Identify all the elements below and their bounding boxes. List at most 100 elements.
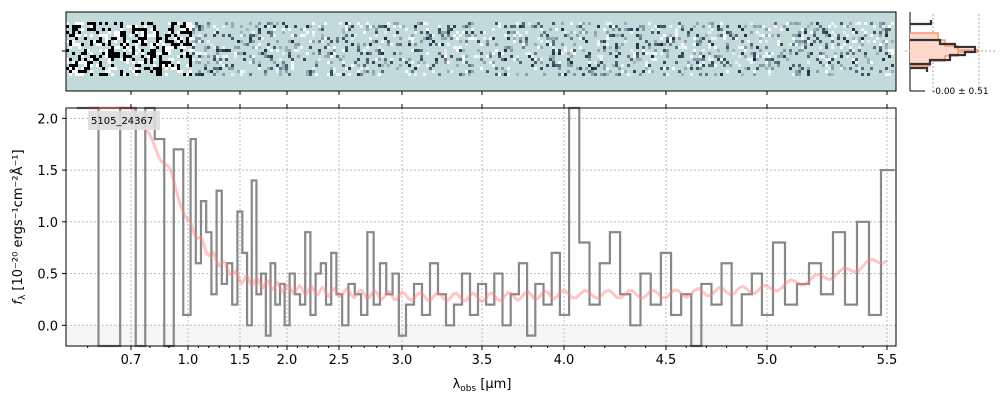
spec2d-pixel	[231, 73, 234, 76]
residual-histogram: -0.00 ± 0.51	[905, 12, 995, 97]
spec2d-pixel	[192, 49, 195, 52]
spec2d-pixel	[216, 55, 219, 58]
spec2d-pixel	[582, 73, 585, 76]
spec2d-pixel	[267, 43, 270, 46]
spec2d-pixel	[198, 61, 201, 64]
spec2d-pixel	[186, 37, 189, 40]
spec2d-pixel	[702, 25, 705, 28]
spec2d-pixel	[333, 52, 336, 55]
spec2d-pixel	[174, 34, 177, 37]
spec2d-pixel	[831, 73, 834, 76]
spec2d-pixel	[444, 31, 447, 34]
spec2d-pixel	[636, 58, 639, 61]
spec2d-pixel	[408, 64, 411, 67]
spec2d-pixel	[465, 61, 468, 64]
spec2d-pixel	[312, 52, 315, 55]
spec2d-pixel	[339, 22, 342, 25]
spec2d-pixel	[792, 34, 795, 37]
spec2d-pixel	[180, 70, 183, 73]
spec2d-pixel	[630, 49, 633, 52]
spec2d-pixel	[627, 64, 630, 67]
spec2d-pixel	[75, 67, 78, 70]
spec2d-pixel	[657, 28, 660, 31]
spec2d-pixel	[615, 43, 618, 46]
spec2d-pixel	[552, 61, 555, 64]
spec2d-pixel	[600, 55, 603, 58]
spec2d-pixel	[438, 25, 441, 28]
spec2d-pixel	[480, 31, 483, 34]
spec2d-pixel	[123, 73, 126, 76]
spec2d-pixel	[411, 70, 414, 73]
spec2d-pixel	[651, 31, 654, 34]
spec2d-pixel	[447, 70, 450, 73]
spec2d-pixel	[777, 40, 780, 43]
spec2d-pixel	[135, 70, 138, 73]
spec2d-pixel	[132, 46, 135, 49]
spec2d-pixel	[366, 70, 369, 73]
object-label-box	[88, 111, 160, 130]
spec2d-pixel	[318, 52, 321, 55]
spec2d-pixel	[81, 22, 84, 25]
spec2d-pixel	[219, 49, 222, 52]
spec2d-pixel	[399, 64, 402, 67]
spec2d-pixel	[831, 31, 834, 34]
spec2d-pixel	[768, 58, 771, 61]
spec2d-pixel	[525, 40, 528, 43]
spec2d-pixel	[774, 61, 777, 64]
spec2d-pixel	[594, 61, 597, 64]
spec2d-pixel	[828, 61, 831, 64]
spec2d-pixel	[123, 46, 126, 49]
spec2d-pixel	[111, 67, 114, 70]
spec2d-pixel	[201, 55, 204, 58]
spec2d-pixel	[393, 25, 396, 28]
spec2d-pixel	[123, 52, 126, 55]
spec2d-pixel	[75, 37, 78, 40]
spec2d-pixel	[165, 46, 168, 49]
spec2d-pixel	[282, 22, 285, 25]
spec2d-pixel	[462, 55, 465, 58]
spec2d-pixel	[342, 55, 345, 58]
spec2d-pixel	[102, 34, 105, 37]
spec2d-pixel	[309, 25, 312, 28]
spec2d-pixel	[618, 67, 621, 70]
spec2d-pixel	[141, 22, 144, 25]
spec2d-pixel	[90, 70, 93, 73]
spec2d-pixel	[831, 67, 834, 70]
spec2d-pixel	[75, 73, 78, 76]
spec2d-pixel	[177, 55, 180, 58]
spec2d-pixel	[852, 31, 855, 34]
spec2d-pixel	[843, 31, 846, 34]
spec2d-pixel	[144, 28, 147, 31]
spec2d-pixel	[501, 73, 504, 76]
spec2d-pixel	[186, 22, 189, 25]
model-line	[87, 106, 888, 304]
spec2d-pixel	[615, 64, 618, 67]
spec2d-pixel	[831, 58, 834, 61]
spec2d-pixel	[663, 67, 666, 70]
spec2d-pixel	[609, 70, 612, 73]
spec2d-pixel	[195, 73, 198, 76]
spec2d-pixel	[156, 70, 159, 73]
spec2d-pixel	[600, 40, 603, 43]
spec2d-pixel	[546, 37, 549, 40]
spec2d-pixel	[75, 64, 78, 67]
spec2d-pixel	[345, 22, 348, 25]
spec2d-pixel	[276, 64, 279, 67]
spec2d-pixel	[270, 22, 273, 25]
spec2d-pixel	[672, 37, 675, 40]
spec2d-pixel	[105, 49, 108, 52]
spec2d-pixel	[801, 34, 804, 37]
spec2d-pixel	[471, 22, 474, 25]
spec2d-pixel	[129, 49, 132, 52]
spec2d-pixel	[405, 61, 408, 64]
spec2d-pixel	[105, 70, 108, 73]
spec2d-pixel	[807, 52, 810, 55]
spec2d-pixel	[72, 67, 75, 70]
spec2d-pixel	[798, 22, 801, 25]
spec2d-pixel	[756, 67, 759, 70]
spec2d-pixel	[441, 43, 444, 46]
spec2d-pixel	[72, 25, 75, 28]
spec2d-pixel	[810, 22, 813, 25]
spec2d-pixel	[519, 40, 522, 43]
spec2d-pixel	[333, 49, 336, 52]
